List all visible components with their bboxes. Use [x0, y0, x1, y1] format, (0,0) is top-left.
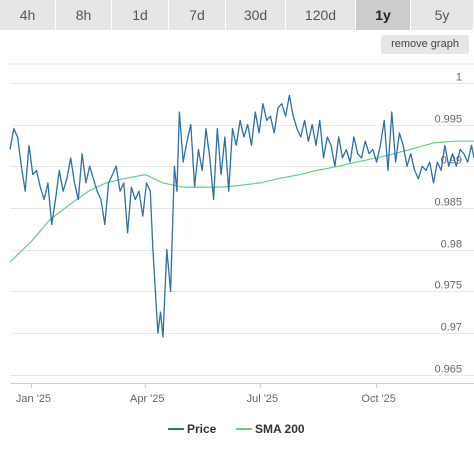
x-axis-ticks: Jan '25 Apr '25 Jul '25 Oct '25: [16, 383, 396, 405]
legend: Price SMA 200: [168, 422, 305, 436]
sma-200-series-line: [9, 140, 474, 263]
y-tick-label: 0.985: [434, 197, 462, 209]
remove-graph-button[interactable]: remove graph: [381, 35, 469, 54]
grid-lines: [10, 63, 474, 384]
timeframe-tabs: 4h 8h 1d 7d 30d 120d 1y 5y: [0, 0, 474, 30]
price-series-line: [9, 94, 474, 338]
y-tick-label: 0.97: [441, 322, 462, 334]
tab-8h[interactable]: 8h: [56, 0, 112, 30]
x-tick-label: Jan '25: [16, 393, 51, 405]
legend-label: SMA 200: [255, 422, 305, 436]
tab-7d[interactable]: 7d: [169, 0, 226, 30]
tab-1d[interactable]: 1d: [112, 0, 169, 30]
tab-30d[interactable]: 30d: [226, 0, 286, 30]
series-lines: [9, 94, 474, 338]
x-tick-label: Apr '25: [130, 393, 165, 405]
y-tick-label: 0.965: [434, 364, 462, 376]
y-tick-label: 0.98: [441, 239, 462, 251]
legend-label: Price: [187, 422, 217, 436]
y-tick-label: 1: [456, 72, 462, 84]
tab-120d[interactable]: 120d: [286, 0, 356, 30]
tab-5y[interactable]: 5y: [411, 0, 474, 30]
x-tick-label: Oct '25: [361, 393, 396, 405]
y-tick-label: 0.995: [434, 114, 462, 126]
x-tick-label: Jul '25: [247, 393, 278, 405]
tab-1y[interactable]: 1y: [356, 0, 411, 30]
legend-item-price[interactable]: Price: [168, 422, 217, 436]
legend-item-sma-200[interactable]: SMA 200: [236, 422, 305, 436]
y-tick-label: 0.975: [434, 280, 462, 292]
tab-4h[interactable]: 4h: [0, 0, 56, 30]
